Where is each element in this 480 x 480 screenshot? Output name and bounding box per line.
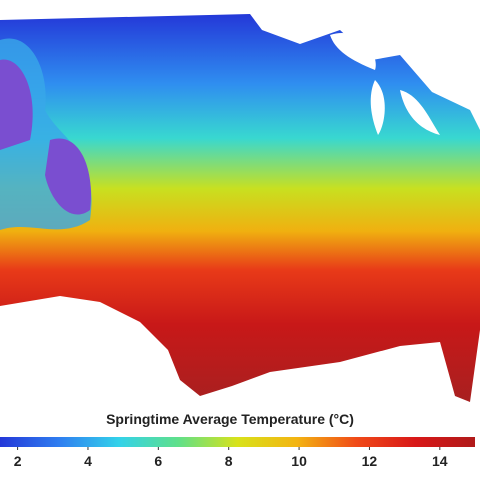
colorbar-tick-label: 8: [225, 453, 233, 469]
colorbar-tick-label: 4: [84, 453, 92, 469]
colorbar: 2 4 6 8 10 12 14: [0, 437, 475, 469]
colorbar-bar: [0, 437, 475, 447]
colorbar-title: Springtime Average Temperature (°C): [106, 411, 354, 427]
colorbar-tick-label: 10: [291, 453, 307, 469]
colorbar-tick-label: 14: [432, 453, 448, 469]
colorbar-tick-label: 2: [14, 453, 22, 469]
land: [0, 14, 480, 402]
colorbar-tick-label: 6: [154, 453, 162, 469]
colorbar-tick-label: 12: [362, 453, 378, 469]
